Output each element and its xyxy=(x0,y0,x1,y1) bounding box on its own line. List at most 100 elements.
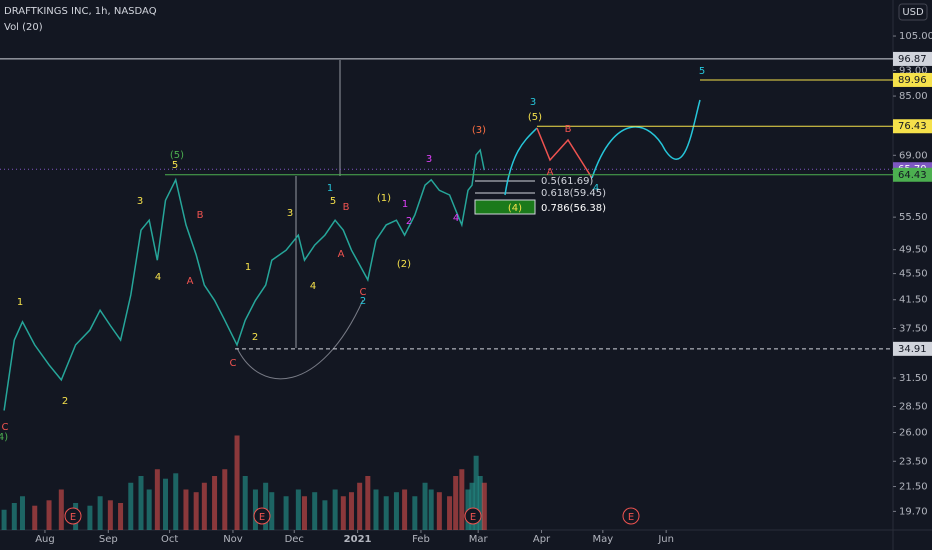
price-label-box xyxy=(893,51,932,66)
x-tick-label: Dec xyxy=(285,534,304,545)
volume-bar xyxy=(269,492,275,530)
volume-bar xyxy=(365,476,371,530)
volume-bar xyxy=(183,489,189,530)
chart-title: DRAFTKINGS INC, 1h, NASDAQ xyxy=(4,6,157,17)
volume-bar xyxy=(481,482,487,530)
volume-bar xyxy=(436,492,442,530)
wave-label: 1 xyxy=(327,183,333,194)
volume-bar xyxy=(234,435,240,530)
wave-label: A xyxy=(187,276,194,287)
volume-bar xyxy=(477,476,483,530)
volume-bar xyxy=(340,496,346,530)
volume-bar xyxy=(32,505,38,530)
earnings-marker xyxy=(64,507,82,525)
volume-bar xyxy=(212,476,218,530)
y-tick-label: 37.50 xyxy=(899,324,928,335)
volume-bar xyxy=(107,500,113,530)
earnings-label: E xyxy=(470,512,476,523)
x-tick-label: Jun xyxy=(657,534,674,545)
price-label-box xyxy=(893,72,932,87)
wave-label: A xyxy=(338,249,345,260)
y-tick-label: 31.50 xyxy=(899,373,928,384)
earnings-marker xyxy=(622,507,640,525)
wave-label: 5 xyxy=(699,66,705,77)
volume-bar xyxy=(173,473,179,530)
y-tick-label: 93.00 xyxy=(899,66,928,77)
volume-bar xyxy=(222,469,228,530)
y-tick-label: 26.00 xyxy=(899,428,928,439)
cup-curve xyxy=(236,299,364,380)
fib-label: (4) xyxy=(508,203,522,214)
price-label: 89.96 xyxy=(898,75,927,86)
wave-label: (1) xyxy=(377,193,391,204)
volume-bar xyxy=(58,489,64,530)
earnings-marker xyxy=(253,507,271,525)
volume-bar xyxy=(1,509,7,530)
fib-zone xyxy=(474,199,536,215)
wave-label: 2 xyxy=(406,216,412,227)
volume-bar xyxy=(332,489,338,530)
x-tick-label: Oct xyxy=(161,534,178,545)
earnings-label: E xyxy=(70,512,76,523)
y-tick-label: 45.50 xyxy=(899,269,928,280)
earnings-marker xyxy=(464,507,482,525)
projection-path xyxy=(591,99,701,179)
volume-bar xyxy=(154,469,160,530)
wave-label: 3 xyxy=(137,196,143,207)
wave-label: 4) xyxy=(0,432,8,443)
volume-bar xyxy=(193,492,199,530)
wave-label: 4 xyxy=(310,281,316,292)
wave-label: B xyxy=(565,124,572,135)
volume-bar xyxy=(97,496,103,530)
earnings-label: E xyxy=(259,512,265,523)
currency-label[interactable]: USD xyxy=(902,7,924,18)
volume-bar xyxy=(163,478,169,530)
volume-bar xyxy=(301,496,307,530)
volume-bar xyxy=(11,503,17,530)
y-tick-label: 28.50 xyxy=(899,401,928,412)
volume-bar xyxy=(146,489,152,530)
volume-bar xyxy=(473,455,479,530)
x-tick-label: 2021 xyxy=(344,534,372,545)
wave-label: 4 xyxy=(155,272,161,283)
price-label: 76.43 xyxy=(898,121,927,132)
volume-bar xyxy=(138,476,144,530)
y-tick-label: 19.70 xyxy=(899,506,928,517)
price-label: 64.43 xyxy=(898,170,927,181)
price-label-box xyxy=(893,119,932,134)
y-tick-label: 105.00 xyxy=(899,31,932,42)
volume-bar xyxy=(46,500,52,530)
wave-label: A xyxy=(547,167,554,178)
x-tick-label: Apr xyxy=(533,534,551,545)
wave-label: 5 xyxy=(172,160,178,171)
x-tick-label: Mar xyxy=(469,534,489,545)
volume-bar xyxy=(469,482,475,530)
volume-bar xyxy=(428,489,434,530)
x-tick-label: Nov xyxy=(223,534,243,545)
volume-bar xyxy=(357,482,363,530)
wave-label: 1 xyxy=(245,262,251,273)
volume-bar xyxy=(118,503,124,530)
price-line xyxy=(3,148,486,411)
volume-bar xyxy=(201,482,207,530)
volume-bar xyxy=(322,500,328,530)
currency-box[interactable] xyxy=(898,3,928,21)
volume-bar xyxy=(459,469,465,530)
y-tick-label: 85.00 xyxy=(899,91,928,102)
fib-label: 0.786(56.38) xyxy=(541,203,606,214)
x-tick-label: Feb xyxy=(412,534,430,545)
wave-label: B xyxy=(343,202,350,213)
volume-bar xyxy=(348,492,354,530)
wave-label: 4 xyxy=(593,183,599,194)
wave-label: 4 xyxy=(453,213,459,224)
wave-label: C xyxy=(230,358,237,369)
wave-label: (3) xyxy=(472,125,486,136)
volume-bar xyxy=(19,496,25,530)
price-label: 96.87 xyxy=(898,54,927,65)
volume-bar xyxy=(252,489,258,530)
volume-bar xyxy=(295,489,301,530)
volume-bar xyxy=(393,492,399,530)
wave-label: C xyxy=(2,422,9,433)
